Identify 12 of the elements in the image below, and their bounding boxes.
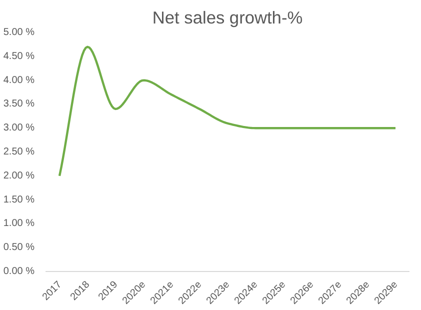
y-tick-label: 1.50 %	[3, 194, 35, 206]
y-tick-label: 2.00 %	[3, 170, 35, 182]
y-tick-label: 4.00 %	[3, 74, 35, 86]
y-tick-label: 0.50 %	[3, 242, 35, 254]
y-tick-label: 3.50 %	[3, 98, 35, 110]
y-tick-label: 1.00 %	[3, 218, 35, 230]
y-tick-label: 5.00 %	[3, 27, 35, 38]
y-tick-label: 3.00 %	[3, 122, 35, 134]
y-tick-label: 0.00 %	[3, 266, 35, 277]
y-tick-label: 2.50 %	[3, 146, 35, 158]
chart-title: Net sales growth-%	[152, 8, 303, 28]
y-tick-label: 4.50 %	[3, 50, 35, 62]
